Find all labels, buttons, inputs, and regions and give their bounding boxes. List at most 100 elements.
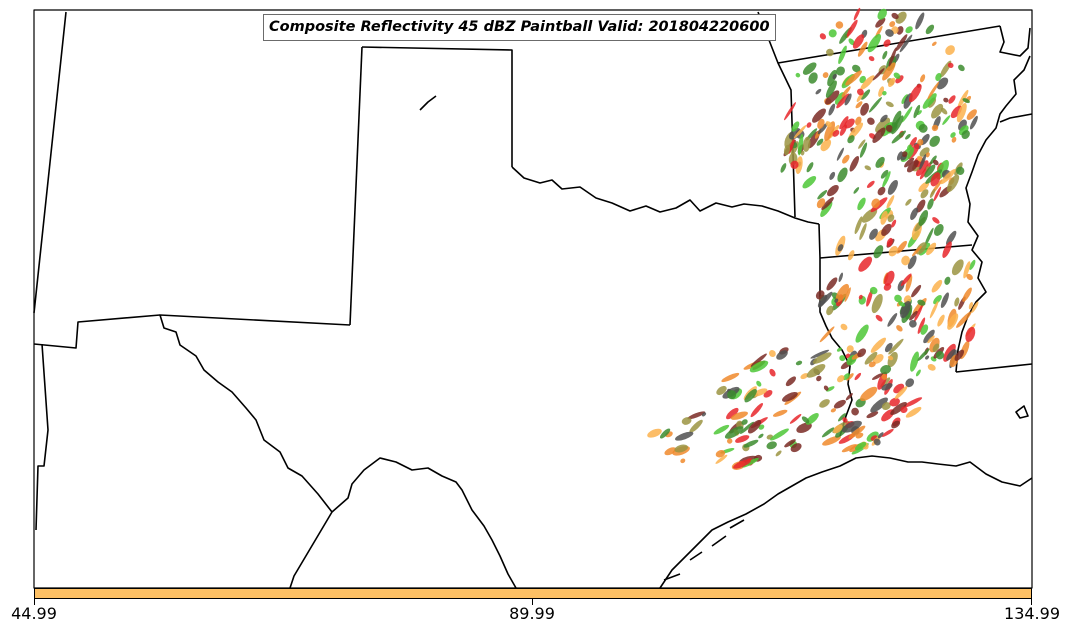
paintball-blob-4-4 bbox=[800, 150, 805, 156]
border-mexico bbox=[289, 511, 333, 589]
paintball-blob-1-80 bbox=[873, 245, 884, 259]
paintball-blob-0-214 bbox=[966, 109, 977, 120]
paintball-blob-0-68 bbox=[868, 56, 875, 62]
paintball-blob-1-123 bbox=[926, 242, 937, 256]
paintball-blob-0-158 bbox=[908, 84, 922, 103]
paintball-blob-2-61 bbox=[842, 417, 848, 423]
paintball-blob-2-6 bbox=[881, 383, 893, 391]
paintball-blob-2-63 bbox=[868, 361, 876, 368]
paintball-blob-2-24 bbox=[881, 428, 894, 437]
paintball-blob-0-202 bbox=[838, 45, 847, 65]
paintball-blob-1-116 bbox=[869, 228, 878, 240]
paintball-blob-0-111 bbox=[825, 80, 837, 98]
paintball-blob-2-14 bbox=[905, 378, 915, 388]
paintball-blob-0-150 bbox=[947, 62, 954, 68]
paintball-blob-0-152 bbox=[864, 165, 872, 171]
paintball-blob-1-11 bbox=[946, 349, 956, 361]
paintball-blob-0-94 bbox=[826, 48, 834, 57]
paintball-blob-2-43 bbox=[830, 408, 837, 413]
colorbar-label-right: 134.99 bbox=[1004, 604, 1060, 623]
border-river-top bbox=[999, 25, 1031, 57]
paintball-blob-3-27 bbox=[675, 431, 694, 441]
paintball-blob-0-145 bbox=[885, 124, 894, 133]
paintball-blob-3-19 bbox=[689, 419, 703, 433]
paintball-blob-0-216 bbox=[828, 103, 836, 116]
paintball-blob-3-18 bbox=[715, 454, 728, 464]
paintball-blob-1-83 bbox=[927, 335, 935, 344]
paintball-blob-1-90 bbox=[819, 326, 835, 343]
paintball-blob-1-112 bbox=[886, 237, 893, 247]
paintball-blob-2-82 bbox=[900, 406, 908, 413]
paintball-blob-0-157 bbox=[889, 21, 896, 28]
paintball-blob-0-153 bbox=[899, 34, 913, 53]
paintball-blob-2-30 bbox=[842, 373, 850, 381]
paintball-blob-4-5 bbox=[780, 163, 787, 173]
paintball-blob-2-72 bbox=[721, 372, 740, 383]
paintball-blob-2-78 bbox=[749, 360, 769, 373]
paintball-blob-0-229 bbox=[888, 47, 897, 67]
paintball-blob-0-221 bbox=[853, 7, 861, 21]
paintball-blob-1-128 bbox=[917, 299, 926, 306]
paintball-blob-0-211 bbox=[882, 62, 896, 81]
paintball-blob-1-44 bbox=[884, 270, 895, 286]
paintball-blob-2-104 bbox=[877, 432, 884, 439]
paintball-blob-1-62 bbox=[927, 364, 936, 371]
paintball-blob-0-131 bbox=[950, 132, 956, 138]
paintball-blob-0-201 bbox=[927, 81, 940, 100]
paintball-blob-0-159 bbox=[817, 190, 828, 200]
paintball-blob-3-32 bbox=[743, 439, 759, 448]
paintball-blob-1-16 bbox=[826, 305, 834, 316]
paintball-blob-1-100 bbox=[837, 244, 844, 252]
paintball-blob-1-25 bbox=[963, 261, 971, 279]
paintball-blob-0-34 bbox=[943, 97, 949, 103]
paintball-blob-0-44 bbox=[866, 180, 875, 188]
paintball-blob-1-111 bbox=[966, 273, 973, 281]
paintball-blob-1-27 bbox=[839, 355, 846, 362]
paintball-blob-1-70 bbox=[962, 287, 972, 302]
paintball-blob-0-21 bbox=[882, 171, 891, 188]
paintball-blob-0-179 bbox=[936, 77, 949, 90]
paintball-blob-0-165 bbox=[802, 62, 817, 75]
paintball-blob-2-103 bbox=[837, 375, 845, 383]
paintball-blob-2-70 bbox=[890, 402, 907, 415]
paintball-blob-1-120 bbox=[817, 294, 828, 308]
paintball-blob-0-177 bbox=[951, 136, 957, 143]
paintball-blob-2-5 bbox=[740, 421, 754, 435]
border-tx-panhandle bbox=[159, 314, 351, 513]
paintball-blob-0-227 bbox=[839, 116, 849, 130]
paintball-blob-2-106 bbox=[905, 406, 922, 418]
border-red-river bbox=[511, 166, 820, 225]
paintball-blob-3-30 bbox=[730, 411, 748, 420]
paintball-blob-1-40 bbox=[929, 300, 939, 319]
paintball-blob-1-110 bbox=[844, 287, 851, 302]
paintball-blob-0-219 bbox=[841, 86, 851, 98]
paintball-blob-2-39 bbox=[796, 422, 812, 433]
paintball-blob-0-119 bbox=[824, 121, 836, 141]
paintball-blob-1-89 bbox=[900, 273, 912, 287]
paintball-blob-0-190 bbox=[956, 102, 967, 123]
paintball-blob-0-168 bbox=[905, 134, 911, 140]
paintball-blob-0-14 bbox=[887, 179, 898, 195]
paintball-blob-0-90 bbox=[859, 142, 868, 158]
paintball-blob-2-51 bbox=[816, 375, 822, 382]
paintball-blob-0-12 bbox=[861, 208, 878, 223]
paintball-blob-2-105 bbox=[812, 352, 832, 364]
paintball-blob-1-102 bbox=[854, 216, 863, 235]
paintball-blob-1-107 bbox=[907, 255, 917, 270]
paintball-blob-1-12 bbox=[871, 293, 883, 314]
paintball-blob-3-34 bbox=[715, 449, 726, 458]
paintball-blob-0-123 bbox=[918, 124, 928, 133]
paintball-blob-0-108 bbox=[812, 108, 826, 123]
paintball-blob-0-194 bbox=[844, 93, 852, 106]
paintball-blob-1-0 bbox=[896, 325, 903, 332]
paintball-blob-0-162 bbox=[931, 124, 939, 132]
paintball-blob-1-124 bbox=[834, 298, 839, 303]
paintball-blob-1-118 bbox=[901, 255, 910, 266]
paintball-blobs bbox=[647, 7, 979, 470]
paintball-blob-0-222 bbox=[860, 102, 870, 116]
paintball-blob-0-114 bbox=[836, 93, 850, 109]
paintball-blob-2-35 bbox=[860, 386, 878, 402]
colorbar bbox=[34, 588, 1032, 599]
paintball-blob-0-7 bbox=[956, 166, 965, 175]
